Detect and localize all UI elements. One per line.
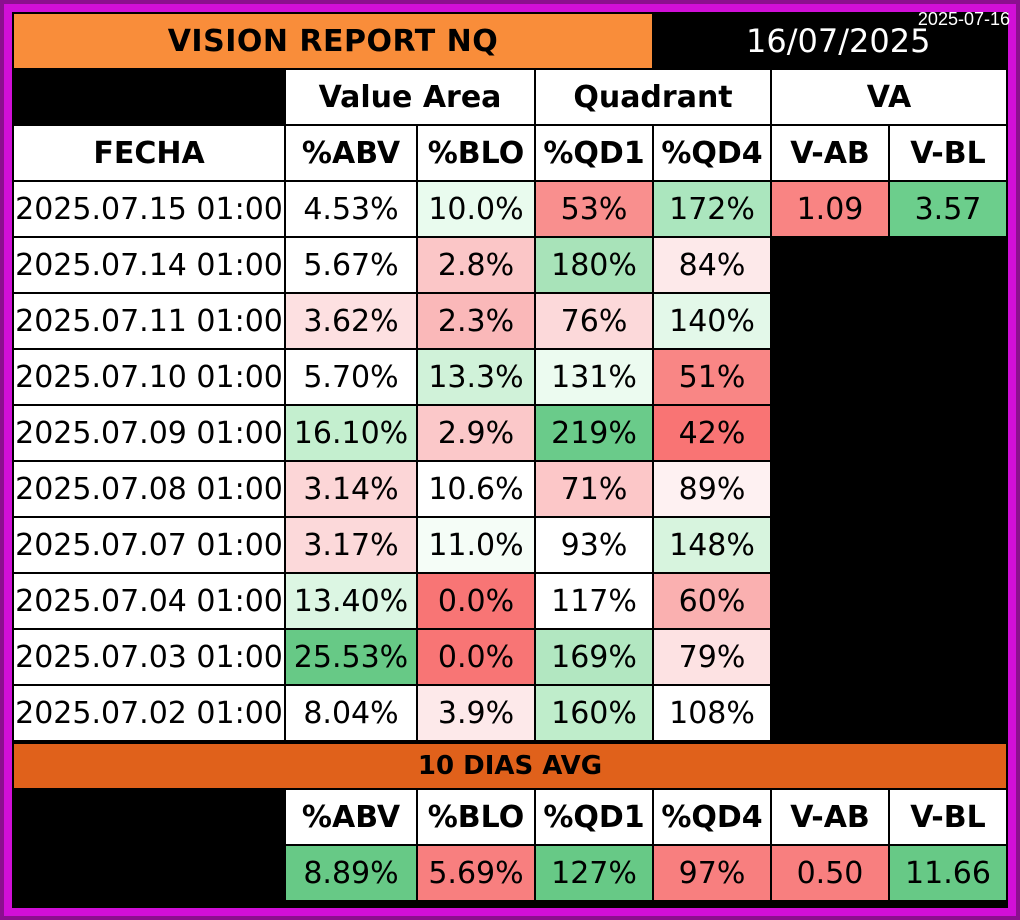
value-cell: 42% — [654, 406, 770, 460]
avg-column-header: %ABV — [286, 790, 416, 844]
value-cell: 53% — [536, 182, 652, 236]
value-cell: 180% — [536, 238, 652, 292]
value-cell: 79% — [654, 630, 770, 684]
value-cell: 3.14% — [286, 462, 416, 516]
row-date: 2025.07.10 01:00 — [14, 350, 284, 404]
avg-column-header: V-BL — [890, 790, 1006, 844]
value-cell: 13.40% — [286, 574, 416, 628]
value-cell: 3.57 — [890, 182, 1006, 236]
column-header: %BLO — [418, 126, 534, 180]
row-date: 2025.07.03 01:00 — [14, 630, 284, 684]
value-cell: 0.0% — [418, 630, 534, 684]
row-date: 2025.07.08 01:00 — [14, 462, 284, 516]
column-header: FECHA — [14, 126, 284, 180]
value-cell: 71% — [536, 462, 652, 516]
value-cell: 3.9% — [418, 686, 534, 740]
value-cell: 2.8% — [418, 238, 534, 292]
avg-value-cell: 127% — [536, 846, 652, 900]
avg-value-cell: 8.89% — [286, 846, 416, 900]
avg-value-cell: 11.66 — [890, 846, 1006, 900]
value-cell: 76% — [536, 294, 652, 348]
column-header: V-BL — [890, 126, 1006, 180]
avg-column-header: V-AB — [772, 790, 888, 844]
value-cell: 51% — [654, 350, 770, 404]
value-cell: 148% — [654, 518, 770, 572]
avg-band-label: 10 DIAS AVG — [14, 744, 1006, 788]
value-cell: 8.04% — [286, 686, 416, 740]
value-cell: 10.0% — [418, 182, 534, 236]
row-date: 2025.07.04 01:00 — [14, 574, 284, 628]
value-cell: 93% — [536, 518, 652, 572]
row-date: 2025.07.07 01:00 — [14, 518, 284, 572]
value-cell: 2.9% — [418, 406, 534, 460]
value-cell: 89% — [654, 462, 770, 516]
avg-value-cell: 0.50 — [772, 846, 888, 900]
avg-value-cell: 5.69% — [418, 846, 534, 900]
value-cell: 16.10% — [286, 406, 416, 460]
group-header-quadrant: Quadrant — [536, 70, 770, 124]
value-cell: 2.3% — [418, 294, 534, 348]
report-sheet: VISION REPORT NQ 16/07/2025 Value Area Qu… — [12, 12, 1008, 908]
row-date: 2025.07.15 01:00 — [14, 182, 284, 236]
value-cell: 169% — [536, 630, 652, 684]
avg-column-header: %QD4 — [654, 790, 770, 844]
avg-column-header: %QD1 — [536, 790, 652, 844]
value-cell: 140% — [654, 294, 770, 348]
timestamp-label: 2025-07-16 — [917, 9, 1010, 29]
value-cell: 84% — [654, 238, 770, 292]
column-header: %QD1 — [536, 126, 652, 180]
outer-frame: VISION REPORT NQ 16/07/2025 Value Area Qu… — [4, 4, 1016, 916]
value-cell: 60% — [654, 574, 770, 628]
report-title: VISION REPORT NQ — [14, 14, 652, 68]
row-date: 2025.07.11 01:00 — [14, 294, 284, 348]
value-cell: 3.17% — [286, 518, 416, 572]
row-date: 2025.07.09 01:00 — [14, 406, 284, 460]
value-cell: 5.67% — [286, 238, 416, 292]
value-cell: 5.70% — [286, 350, 416, 404]
value-cell: 117% — [536, 574, 652, 628]
value-cell: 11.0% — [418, 518, 534, 572]
group-header-value-area: Value Area — [286, 70, 534, 124]
value-cell: 219% — [536, 406, 652, 460]
value-cell: 3.62% — [286, 294, 416, 348]
value-cell: 13.3% — [418, 350, 534, 404]
avg-column-header: %BLO — [418, 790, 534, 844]
value-cell: 1.09 — [772, 182, 888, 236]
value-cell: 160% — [536, 686, 652, 740]
column-header: V-AB — [772, 126, 888, 180]
row-date: 2025.07.02 01:00 — [14, 686, 284, 740]
column-header: %QD4 — [654, 126, 770, 180]
value-cell: 25.53% — [286, 630, 416, 684]
value-cell: 172% — [654, 182, 770, 236]
value-cell: 4.53% — [286, 182, 416, 236]
value-cell: 0.0% — [418, 574, 534, 628]
row-date: 2025.07.14 01:00 — [14, 238, 284, 292]
group-header-va: VA — [772, 70, 1006, 124]
value-cell: 108% — [654, 686, 770, 740]
report-date: 16/07/2025 — [746, 22, 931, 60]
value-cell: 131% — [536, 350, 652, 404]
avg-value-cell: 97% — [654, 846, 770, 900]
column-header: %ABV — [286, 126, 416, 180]
value-cell: 10.6% — [418, 462, 534, 516]
